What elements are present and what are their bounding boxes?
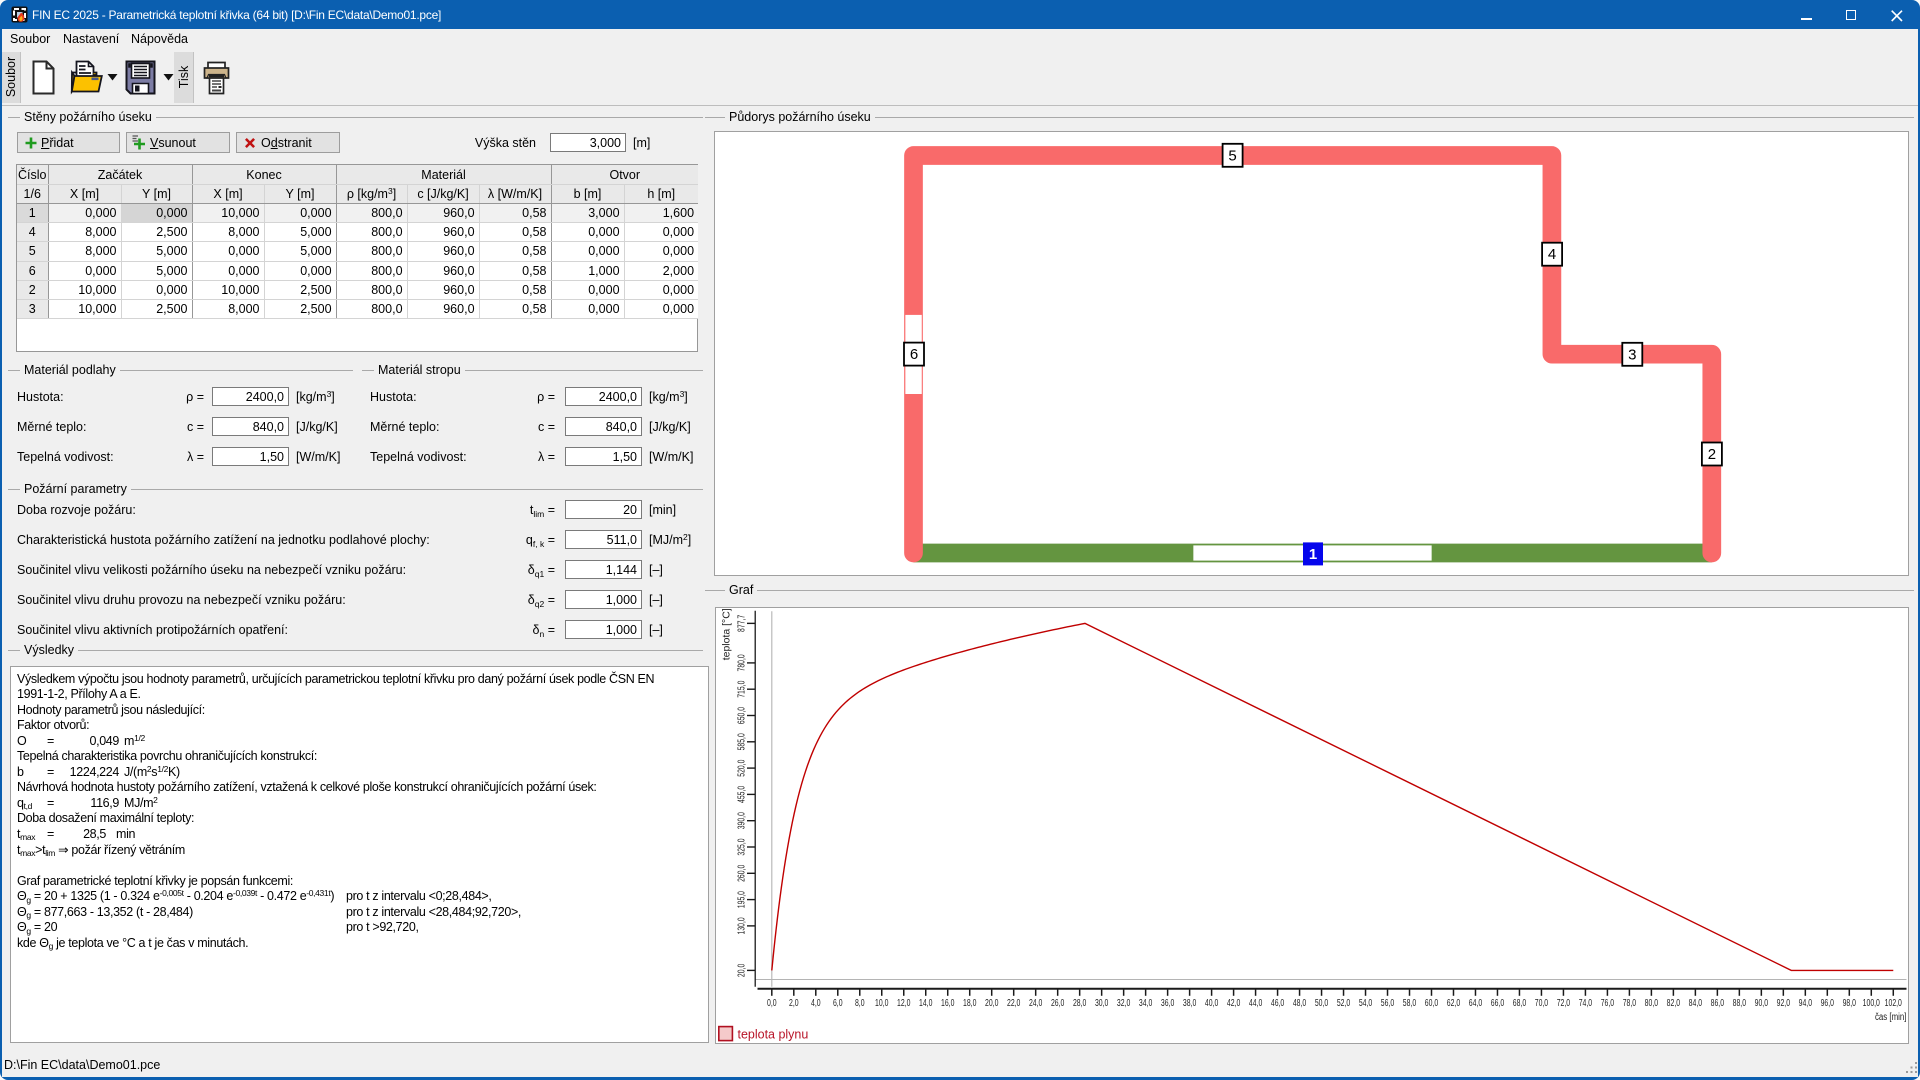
svg-text:24,0: 24,0 bbox=[1028, 998, 1042, 1009]
svg-text:82,0: 82,0 bbox=[1666, 998, 1680, 1009]
svg-text:20,0: 20,0 bbox=[736, 963, 747, 977]
svg-text:96,0: 96,0 bbox=[1820, 998, 1834, 1009]
svg-text:90,0: 90,0 bbox=[1754, 998, 1768, 1009]
svg-text:70,0: 70,0 bbox=[1534, 998, 1548, 1009]
svg-text:3: 3 bbox=[1628, 346, 1636, 363]
svg-text:2: 2 bbox=[1707, 446, 1715, 463]
svg-text:2,0: 2,0 bbox=[788, 998, 798, 1009]
svg-text:68,0: 68,0 bbox=[1512, 998, 1526, 1009]
svg-text:195,0: 195,0 bbox=[736, 890, 747, 907]
svg-text:8,0: 8,0 bbox=[854, 998, 864, 1009]
svg-text:42,0: 42,0 bbox=[1226, 998, 1240, 1009]
svg-text:585,0: 585,0 bbox=[736, 733, 747, 750]
svg-text:44,0: 44,0 bbox=[1248, 998, 1262, 1009]
svg-text:40,0: 40,0 bbox=[1204, 998, 1218, 1009]
svg-text:72,0: 72,0 bbox=[1556, 998, 1570, 1009]
svg-text:80,0: 80,0 bbox=[1644, 998, 1658, 1009]
svg-text:22,0: 22,0 bbox=[1006, 998, 1020, 1009]
svg-text:20,0: 20,0 bbox=[985, 998, 999, 1009]
svg-text:56,0: 56,0 bbox=[1380, 998, 1394, 1009]
svg-text:78,0: 78,0 bbox=[1622, 998, 1636, 1009]
svg-text:520,0: 520,0 bbox=[736, 759, 747, 776]
svg-text:54,0: 54,0 bbox=[1358, 998, 1372, 1009]
svg-text:10,0: 10,0 bbox=[875, 998, 889, 1009]
svg-text:325,0: 325,0 bbox=[736, 838, 747, 855]
svg-text:64,0: 64,0 bbox=[1468, 998, 1482, 1009]
svg-text:46,0: 46,0 bbox=[1270, 998, 1284, 1009]
svg-text:94,0: 94,0 bbox=[1798, 998, 1812, 1009]
svg-text:780,0: 780,0 bbox=[736, 654, 747, 671]
svg-text:48,0: 48,0 bbox=[1292, 998, 1306, 1009]
svg-text:teplota plynu: teplota plynu bbox=[737, 1027, 808, 1041]
svg-text:92,0: 92,0 bbox=[1776, 998, 1790, 1009]
svg-text:38,0: 38,0 bbox=[1182, 998, 1196, 1009]
svg-text:98,0: 98,0 bbox=[1842, 998, 1856, 1009]
svg-text:5: 5 bbox=[1228, 147, 1236, 164]
svg-text:12,0: 12,0 bbox=[897, 998, 911, 1009]
svg-text:6,0: 6,0 bbox=[832, 998, 842, 1009]
svg-text:4,0: 4,0 bbox=[810, 998, 820, 1009]
svg-text:66,0: 66,0 bbox=[1490, 998, 1504, 1009]
svg-text:16,0: 16,0 bbox=[941, 998, 955, 1009]
svg-text:86,0: 86,0 bbox=[1710, 998, 1724, 1009]
svg-text:650,0: 650,0 bbox=[736, 706, 747, 723]
svg-text:102,0: 102,0 bbox=[1884, 998, 1901, 1009]
svg-text:260,0: 260,0 bbox=[736, 864, 747, 881]
svg-text:34,0: 34,0 bbox=[1138, 998, 1152, 1009]
svg-text:50,0: 50,0 bbox=[1314, 998, 1328, 1009]
svg-text:390,0: 390,0 bbox=[736, 811, 747, 828]
svg-text:130,0: 130,0 bbox=[736, 917, 747, 934]
svg-text:100,0: 100,0 bbox=[1862, 998, 1879, 1009]
svg-text:4: 4 bbox=[1547, 246, 1555, 263]
svg-text:14,0: 14,0 bbox=[919, 998, 933, 1009]
svg-text:28,0: 28,0 bbox=[1072, 998, 1086, 1009]
svg-text:62,0: 62,0 bbox=[1446, 998, 1460, 1009]
svg-text:32,0: 32,0 bbox=[1116, 998, 1130, 1009]
svg-text:74,0: 74,0 bbox=[1578, 998, 1592, 1009]
svg-text:877,7: 877,7 bbox=[736, 614, 747, 631]
svg-text:1: 1 bbox=[1308, 546, 1316, 563]
svg-text:715,0: 715,0 bbox=[736, 680, 747, 697]
svg-text:26,0: 26,0 bbox=[1050, 998, 1064, 1009]
svg-text:52,0: 52,0 bbox=[1336, 998, 1350, 1009]
svg-text:88,0: 88,0 bbox=[1732, 998, 1746, 1009]
svg-text:6: 6 bbox=[909, 346, 917, 363]
svg-text:36,0: 36,0 bbox=[1160, 998, 1174, 1009]
svg-text:teplota [°C]: teplota [°C] bbox=[721, 608, 732, 660]
svg-text:76,0: 76,0 bbox=[1600, 998, 1614, 1009]
svg-text:84,0: 84,0 bbox=[1688, 998, 1702, 1009]
svg-text:30,0: 30,0 bbox=[1094, 998, 1108, 1009]
svg-text:čas [min]: čas [min] bbox=[1874, 1011, 1906, 1022]
svg-text:60,0: 60,0 bbox=[1424, 998, 1438, 1009]
svg-text:455,0: 455,0 bbox=[736, 785, 747, 802]
svg-text:18,0: 18,0 bbox=[963, 998, 977, 1009]
svg-text:0,0: 0,0 bbox=[767, 998, 777, 1009]
svg-text:58,0: 58,0 bbox=[1402, 998, 1416, 1009]
